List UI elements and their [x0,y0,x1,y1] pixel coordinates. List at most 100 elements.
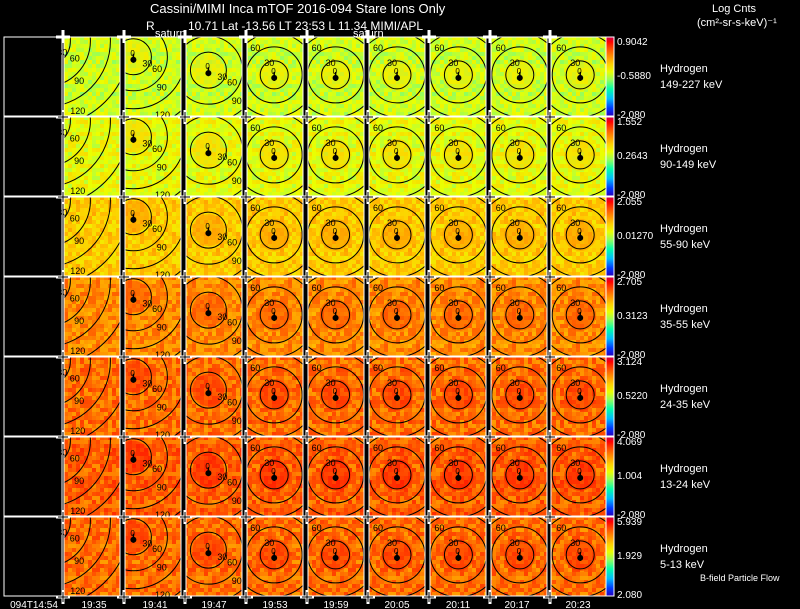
heatmap-panel [185,356,243,437]
contour-circle [382,380,412,410]
heatmap-panel [63,356,121,437]
center-label: 0 [517,307,522,316]
panel-border [368,36,426,117]
contour-label-30: 30 [142,379,152,389]
panel-overlay [247,277,303,356]
colorbar-max-label: 5.939 [617,517,642,528]
grid-cross-core-h [485,116,495,118]
contour-circle [125,198,152,236]
grid-cross-core-h [424,596,434,598]
contour-label-120: 120 [230,603,245,609]
channel-row [3,36,615,117]
contour-circle [382,540,412,570]
panel-overlay [247,517,303,596]
channel-species-label: Hydrogen [660,223,708,235]
grid-cross-core-h [363,516,373,518]
center-label: 0 [205,222,210,231]
contour-circle [64,437,111,505]
panel-border [307,516,365,597]
grid-cross-core-h [302,356,312,358]
contour-label-120: 120 [70,346,85,356]
contour-circle [491,286,547,344]
contour-label-30: 30 [387,218,397,228]
panel-border [185,196,243,277]
center-label: 0 [271,147,276,156]
contour-label-60: 60 [152,64,162,74]
contour-circle [64,37,91,84]
grid-cross-core-h [485,196,495,198]
contour-label-30: 30 [326,138,336,148]
contour-label-60: 60 [373,123,383,133]
contour-circle [321,460,351,490]
grid-cross-core-h [363,436,373,438]
panel-border [368,436,426,517]
contour-label-60: 60 [227,77,237,87]
panel-border [246,116,304,197]
contour-circle [247,286,303,344]
contour-label-90: 90 [232,576,242,586]
panel-overlay [369,277,425,356]
grid-cross-core-h [302,116,312,118]
colorbar-mid-label: 1.004 [617,471,642,482]
contour-label-60: 60 [312,203,322,213]
contour-circle [369,366,425,424]
contour-label-60: 60 [227,237,237,247]
contour-label-30: 30 [326,58,336,68]
contour-circle [505,220,535,250]
panel-overlay [125,517,181,596]
center-glow [125,200,150,233]
contour-label-60: 60 [496,203,506,213]
contour-label-60: 60 [70,134,80,144]
colorbar-min-label: -2.080 [617,510,646,521]
colorbar [605,436,615,517]
contour-circle [125,437,168,492]
contour-circle [186,37,242,105]
heatmap-panel [429,516,487,597]
panel-overlay [491,437,547,516]
contour-circle [125,117,168,172]
heatmap-panel [63,276,121,357]
contour-label-30: 30 [57,367,67,377]
channel-row [3,276,615,357]
colorbar-min-label: -2.080 [617,350,646,361]
panel-border [307,436,365,517]
contour-circle [443,140,473,170]
center-label: 0 [205,62,210,71]
contour-label-60: 60 [250,283,260,293]
grid-cross-core-h [241,196,251,198]
center-label: 0 [205,142,210,151]
contour-label-120: 120 [155,270,170,280]
heatmap-panel [368,116,426,197]
contour-circle [321,60,351,90]
panel-heatmap [64,37,120,116]
contour-label-60: 60 [373,363,383,373]
panel-border [246,276,304,357]
contour-label-30: 30 [264,298,274,308]
grid-cross-core-h [485,596,495,598]
contour-label-120: 120 [155,590,170,600]
contour-circle [125,277,181,350]
heatmap-panel [307,276,365,357]
panel-border [429,436,487,517]
grid-cross-core-h [58,356,68,358]
contour-circle [247,446,303,504]
center-label: 0 [271,547,276,556]
panel-overlay [125,357,181,436]
channel-species-label: Hydrogen [660,303,708,315]
heatmap-panel [185,196,243,277]
center-label: 0 [130,529,135,538]
contour-circle [551,526,607,584]
panel-overlay [186,277,242,356]
panel-overlay [64,117,120,196]
contour-circle [491,126,547,184]
contour-label-30: 30 [510,378,520,388]
center-label: 0 [394,307,399,316]
contour-circle [64,197,111,265]
contour-circle [247,46,303,104]
panel-overlay [125,117,181,196]
r-label: R [146,19,155,33]
contour-circle [186,357,242,425]
panel-border [490,436,548,517]
center-glow [125,40,150,73]
contour-label-60: 60 [373,283,383,293]
